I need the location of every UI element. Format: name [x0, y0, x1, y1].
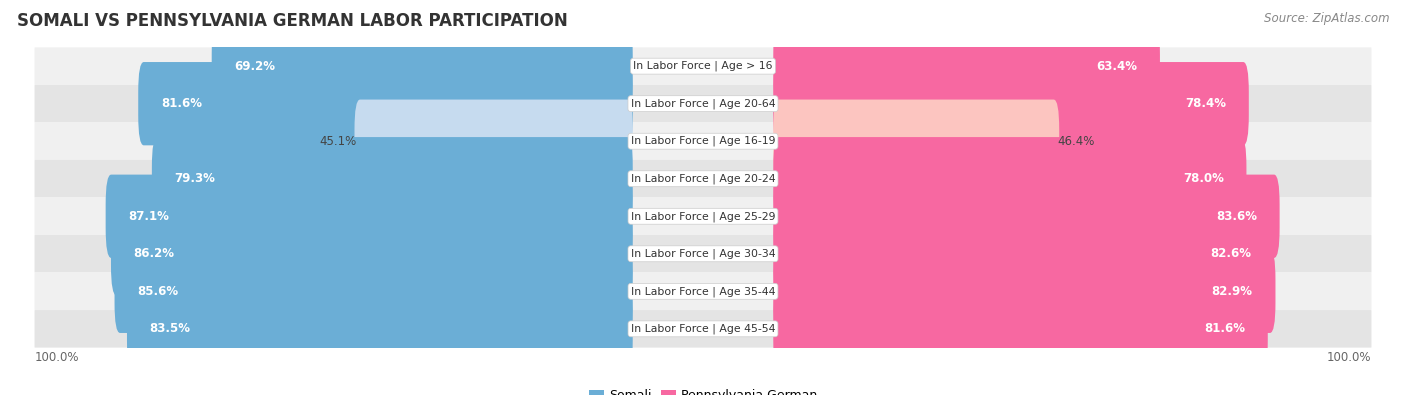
- Text: In Labor Force | Age 25-29: In Labor Force | Age 25-29: [631, 211, 775, 222]
- FancyBboxPatch shape: [35, 85, 1371, 122]
- FancyBboxPatch shape: [773, 212, 1274, 295]
- Text: In Labor Force | Age 20-64: In Labor Force | Age 20-64: [631, 98, 775, 109]
- Text: In Labor Force | Age 35-44: In Labor Force | Age 35-44: [631, 286, 775, 297]
- Text: 82.6%: 82.6%: [1211, 247, 1251, 260]
- Text: Source: ZipAtlas.com: Source: ZipAtlas.com: [1264, 12, 1389, 25]
- FancyBboxPatch shape: [138, 62, 633, 145]
- Text: 83.6%: 83.6%: [1216, 210, 1257, 223]
- FancyBboxPatch shape: [105, 175, 633, 258]
- Text: 46.4%: 46.4%: [1057, 135, 1094, 148]
- Text: In Labor Force | Age 30-34: In Labor Force | Age 30-34: [631, 248, 775, 259]
- Text: 69.2%: 69.2%: [235, 60, 276, 73]
- Text: 81.6%: 81.6%: [160, 97, 202, 110]
- FancyBboxPatch shape: [35, 122, 1371, 160]
- Text: 83.5%: 83.5%: [149, 322, 191, 335]
- FancyBboxPatch shape: [111, 212, 633, 295]
- FancyBboxPatch shape: [152, 137, 633, 220]
- FancyBboxPatch shape: [35, 47, 1371, 85]
- FancyBboxPatch shape: [773, 62, 1249, 145]
- Text: 82.9%: 82.9%: [1212, 285, 1253, 298]
- Text: In Labor Force | Age 16-19: In Labor Force | Age 16-19: [631, 136, 775, 147]
- Text: SOMALI VS PENNSYLVANIA GERMAN LABOR PARTICIPATION: SOMALI VS PENNSYLVANIA GERMAN LABOR PART…: [17, 12, 568, 30]
- FancyBboxPatch shape: [114, 250, 633, 333]
- FancyBboxPatch shape: [773, 287, 1268, 371]
- Text: In Labor Force | Age 20-24: In Labor Force | Age 20-24: [631, 173, 775, 184]
- Text: 86.2%: 86.2%: [134, 247, 174, 260]
- FancyBboxPatch shape: [35, 198, 1371, 235]
- Text: 78.0%: 78.0%: [1182, 172, 1223, 185]
- Legend: Somali, Pennsylvania German: Somali, Pennsylvania German: [583, 384, 823, 395]
- FancyBboxPatch shape: [35, 160, 1371, 198]
- Text: 79.3%: 79.3%: [174, 172, 215, 185]
- FancyBboxPatch shape: [773, 24, 1160, 108]
- FancyBboxPatch shape: [35, 273, 1371, 310]
- FancyBboxPatch shape: [773, 175, 1279, 258]
- FancyBboxPatch shape: [354, 100, 633, 183]
- Text: 63.4%: 63.4%: [1097, 60, 1137, 73]
- FancyBboxPatch shape: [35, 235, 1371, 273]
- FancyBboxPatch shape: [212, 24, 633, 108]
- Text: In Labor Force | Age > 16: In Labor Force | Age > 16: [633, 61, 773, 71]
- FancyBboxPatch shape: [35, 310, 1371, 348]
- FancyBboxPatch shape: [773, 100, 1059, 183]
- Text: 78.4%: 78.4%: [1185, 97, 1226, 110]
- Text: 100.0%: 100.0%: [35, 351, 79, 364]
- Text: 87.1%: 87.1%: [128, 210, 169, 223]
- Text: 45.1%: 45.1%: [319, 135, 357, 148]
- FancyBboxPatch shape: [127, 287, 633, 371]
- Text: In Labor Force | Age 45-54: In Labor Force | Age 45-54: [631, 324, 775, 334]
- FancyBboxPatch shape: [773, 250, 1275, 333]
- Text: 85.6%: 85.6%: [138, 285, 179, 298]
- FancyBboxPatch shape: [773, 137, 1247, 220]
- Text: 100.0%: 100.0%: [1327, 351, 1371, 364]
- Text: 81.6%: 81.6%: [1204, 322, 1246, 335]
